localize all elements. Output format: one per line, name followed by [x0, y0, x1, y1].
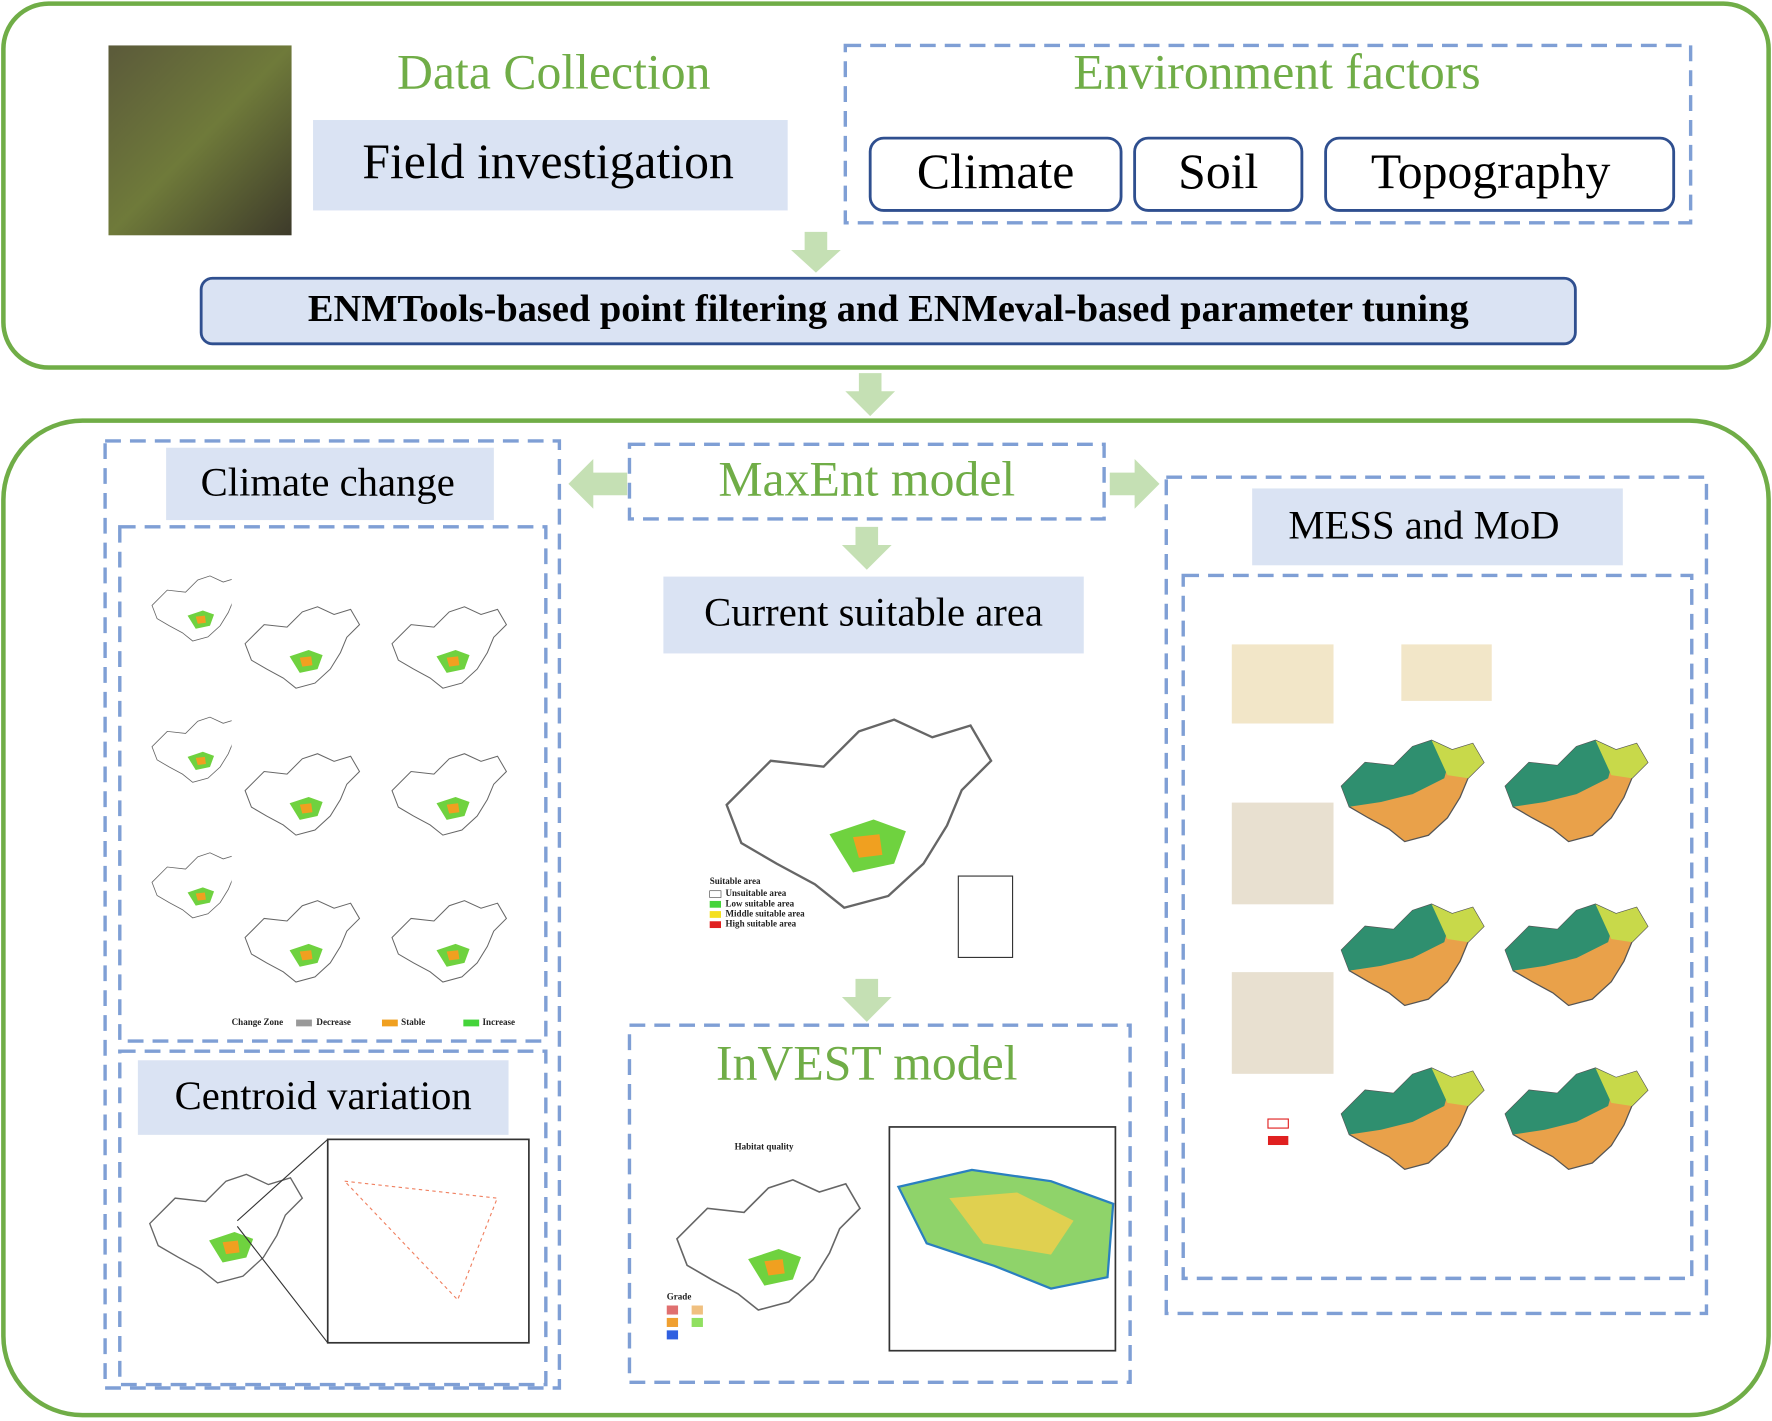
- label-box: [166, 447, 494, 521]
- map-panel: [148, 1138, 530, 1344]
- legend-title: Suitable area: [710, 876, 761, 886]
- label-box: [137, 1060, 509, 1135]
- legend-label: High suitable area: [726, 919, 797, 929]
- box-label: Field investigation: [362, 134, 734, 189]
- section-title: Data Collection: [397, 44, 711, 99]
- dashed-group: [627, 442, 1106, 521]
- dashed-group: [118, 1049, 548, 1387]
- process-box: [199, 276, 1577, 346]
- factor-box: [1133, 136, 1304, 212]
- box-label: Current suitable area: [704, 589, 1043, 634]
- arrow: [841, 526, 892, 570]
- box-label: Centroid variation: [175, 1073, 472, 1118]
- map-panel: [666, 1126, 1117, 1352]
- legend-label: Low suitable area: [726, 898, 795, 908]
- top-frame: [1, 1, 1771, 370]
- box-label: Climate change: [201, 460, 455, 505]
- arrow: [568, 459, 628, 509]
- arrow: [841, 978, 892, 1022]
- bottom-frame: [1, 418, 1771, 1418]
- legend-title: Change Zone: [232, 1017, 283, 1027]
- legend-label: Increase: [483, 1017, 515, 1027]
- box-label: MESS and MoD: [1288, 502, 1559, 547]
- map-panel: [1231, 644, 1649, 1171]
- legend-label: Unsuitable area: [726, 888, 787, 898]
- legend-label: Middle suitable area: [726, 909, 806, 919]
- dashed-group: [627, 1023, 1132, 1385]
- factor-label: Climate: [917, 144, 1074, 199]
- legend-label: Stable: [401, 1017, 425, 1027]
- dashed-group: [118, 525, 548, 1043]
- dashed-group: [1164, 475, 1709, 1316]
- factor-label: Topography: [1371, 144, 1611, 199]
- label-box: [313, 120, 788, 211]
- dashed-group: [103, 439, 562, 1390]
- arrow: [791, 231, 841, 273]
- label-box: [1252, 488, 1623, 566]
- map-title: Habitat quality: [735, 1141, 794, 1151]
- section-title: Environment factors: [1073, 44, 1480, 99]
- arrow: [1109, 459, 1160, 509]
- arrow: [845, 373, 896, 417]
- factor-box: [868, 136, 1123, 212]
- legend-label: Decrease: [316, 1017, 350, 1027]
- label-box: [663, 576, 1084, 654]
- dashed-group: [1181, 573, 1694, 1281]
- process-label: ENMTools-based point filtering and ENMev…: [308, 288, 1469, 330]
- map-panel: [151, 575, 532, 1027]
- map-panel: [709, 718, 1014, 958]
- legend-title: Grade: [667, 1292, 692, 1302]
- factor-label: Soil: [1178, 144, 1258, 199]
- dashed-group: [843, 43, 1693, 225]
- factor-box: [1324, 136, 1676, 212]
- section-title: MaxEnt model: [718, 451, 1015, 506]
- photo: [108, 45, 292, 236]
- section-title: InVEST model: [716, 1036, 1018, 1091]
